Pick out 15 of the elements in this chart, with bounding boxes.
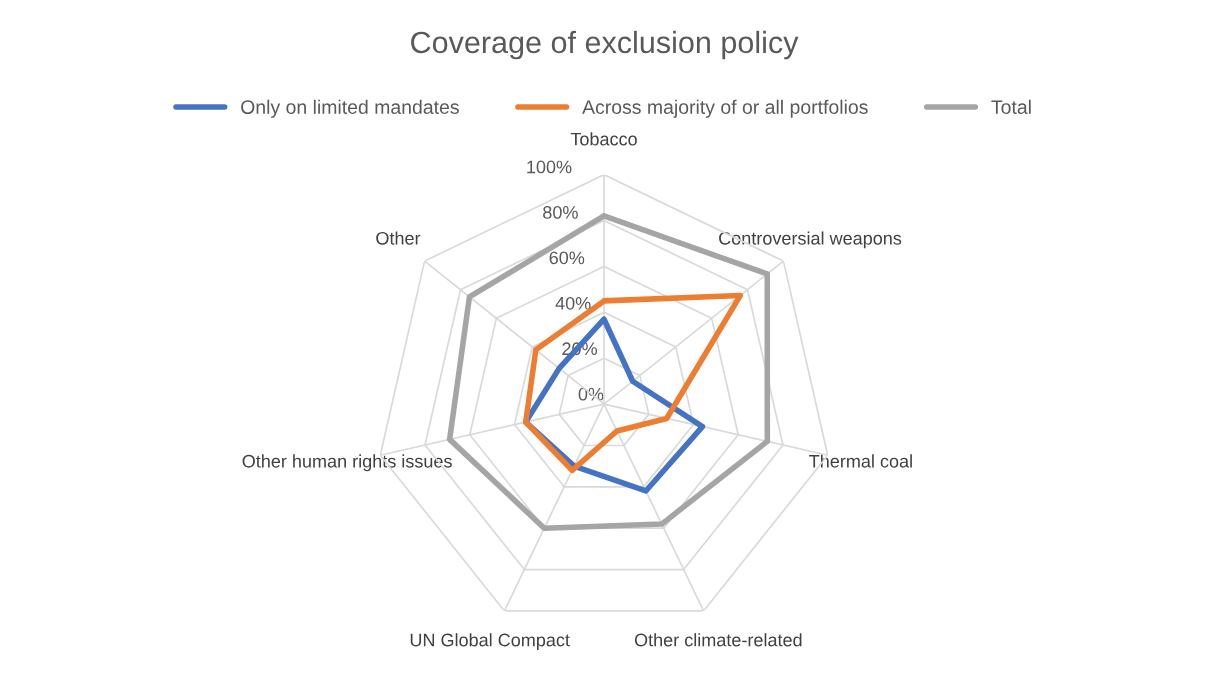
spoke-label: Other xyxy=(376,231,421,245)
spoke-label: UN Global Compact xyxy=(410,633,570,650)
y-tick-label: 100% xyxy=(527,160,572,174)
legend-label: Total xyxy=(991,99,1031,114)
spoke-label: Thermal coal xyxy=(809,454,912,468)
legend-label: Only on limited mandates xyxy=(241,99,459,118)
spoke-label: Tobacco xyxy=(570,132,637,146)
y-tick-label: 40% xyxy=(555,296,591,310)
spoke-label: Other human rights issues xyxy=(242,454,452,472)
y-tick-label: 80% xyxy=(543,206,578,219)
spoke-label: Other climate-related xyxy=(634,633,802,647)
y-tick-label: 60% xyxy=(549,251,585,265)
spoke-label: Controversial weapons xyxy=(719,231,902,249)
legend-label: Across majority of or all portfolios xyxy=(582,99,868,118)
chart-title: Coverage of exclusion policy xyxy=(411,30,799,60)
